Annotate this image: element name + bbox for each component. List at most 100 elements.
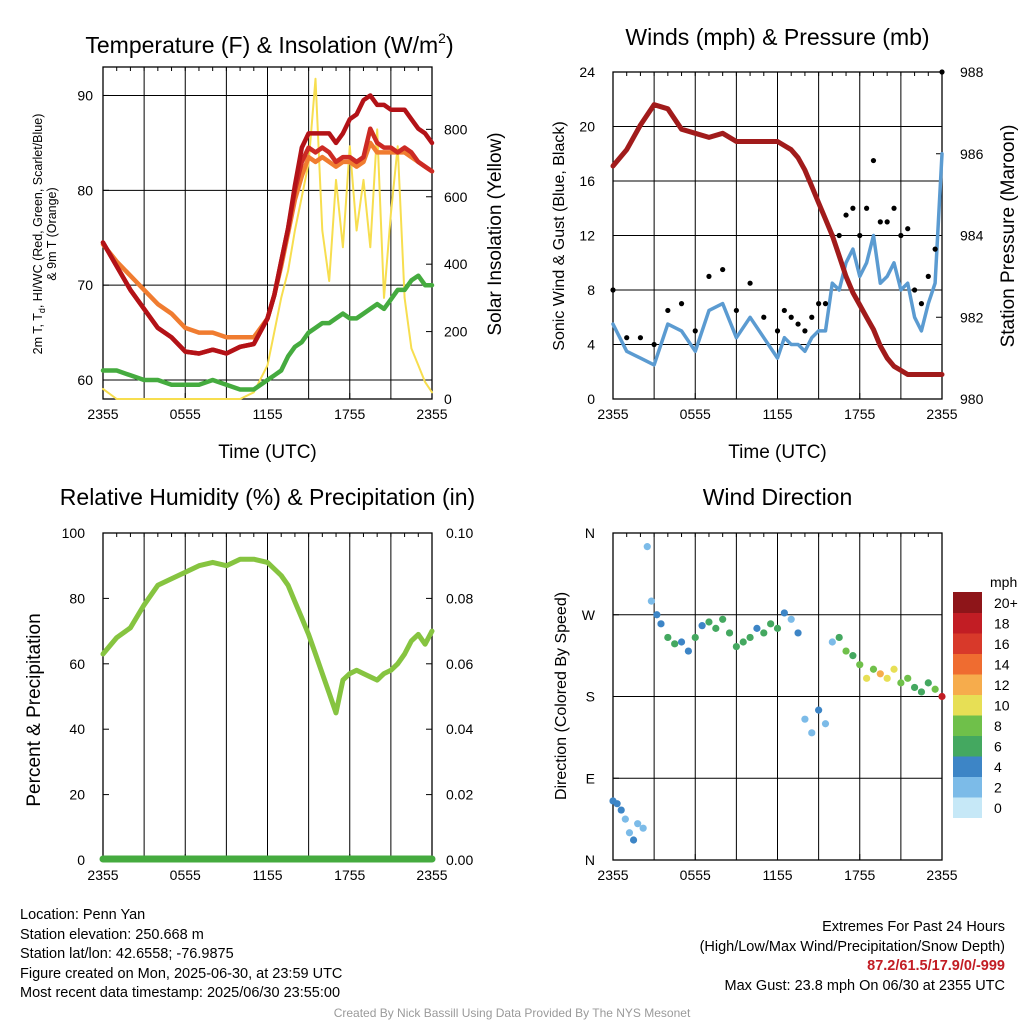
extremes-values: 87.2/61.5/17.9/0/-999 [867, 958, 1005, 974]
x-axis-label: Time (UTC) [218, 442, 317, 463]
direction-point [753, 624, 761, 632]
extremes-subtitle: (High/Low/Max Wind/Precipitation/Snow De… [699, 938, 1005, 955]
y2-axis-label: Solar Insolation (Yellow) [485, 132, 506, 335]
gust-point [733, 307, 739, 314]
direction-point [613, 800, 621, 808]
y2-tick-label: 0.06 [446, 656, 473, 672]
gust-point [761, 314, 767, 320]
y-axis-label: Sonic Wind & Gust (Blue, Black) [551, 121, 568, 350]
direction-point [760, 629, 768, 637]
direction-point [625, 829, 634, 837]
gust-point [939, 69, 945, 75]
gust-point [809, 314, 815, 320]
gust-point [788, 314, 794, 320]
direction-point [767, 620, 775, 628]
y2-tick-label: 0.10 [446, 525, 473, 541]
direction-point [904, 674, 912, 682]
x-tick-label: 1755 [844, 406, 875, 422]
y-tick-label: 20 [69, 787, 85, 803]
colorbar-label: 10 [994, 698, 1010, 714]
y-tick-label: 24 [579, 64, 595, 80]
colorbar-label: 0 [994, 800, 1002, 816]
series-sonic-wind [611, 152, 944, 367]
direction-point [639, 824, 647, 832]
x-tick-label: 0555 [680, 867, 711, 883]
x-tick-label: 2355 [416, 406, 447, 422]
y2-tick-label: 0 [444, 391, 452, 407]
chart-title: Winds (mph) & Pressure (mb) [625, 24, 929, 50]
y-tick-label: 0 [77, 852, 85, 868]
colorbar-swatch [953, 674, 982, 695]
direction-point [938, 692, 946, 701]
gust-point [850, 205, 856, 211]
direction-point [647, 597, 655, 605]
colorbar-title: mph [990, 574, 1017, 590]
y2-tick-label: 0.00 [446, 852, 473, 868]
direction-point [664, 633, 672, 642]
y2-tick-label: 982 [960, 309, 984, 325]
direction-point [712, 624, 720, 632]
direction-point [787, 615, 795, 623]
direction-point [808, 729, 816, 737]
direction-point [719, 615, 727, 623]
direction-point [801, 715, 809, 723]
x-axis-label: Time (UTC) [728, 442, 827, 463]
elevation-text: Station elevation: 250.668 m [20, 926, 204, 943]
direction-point [671, 640, 679, 648]
y2-tick-label: 0.02 [446, 787, 473, 803]
colorbar-label: 6 [994, 739, 1002, 755]
direction-point [835, 633, 843, 642]
colorbar-swatch [953, 592, 982, 613]
y-tick-label: N [585, 852, 595, 868]
y-tick-label: 80 [77, 182, 93, 198]
gust-point [802, 328, 808, 334]
colorbar-swatch [953, 735, 982, 757]
x-tick-label: 0555 [170, 406, 201, 422]
y-tick-label: 0 [587, 391, 595, 407]
x-tick-label: 1155 [762, 406, 792, 422]
direction-point [863, 674, 871, 682]
gust-point [822, 301, 829, 307]
y-tick-label: 20 [579, 119, 595, 135]
gust-point [932, 246, 938, 252]
y-tick-label: 8 [587, 282, 595, 298]
direction-point [732, 642, 740, 651]
direction-point [725, 629, 734, 637]
y2-tick-label: 400 [444, 256, 468, 272]
colorbar-swatch [953, 776, 982, 798]
colorbar-label: 14 [994, 657, 1010, 673]
gust-point [891, 205, 897, 211]
y2-tick-label: 988 [960, 64, 984, 80]
colorbar-label: 12 [994, 677, 1010, 693]
gust-point [781, 307, 787, 314]
extremes-title: Extremes For Past 24 Hours [822, 919, 1005, 935]
credit-text: Created By Nick Bassill Using Data Provi… [333, 1006, 691, 1020]
x-tick-label: 1755 [334, 406, 365, 422]
x-tick-label: 1755 [334, 867, 365, 883]
direction-point [677, 638, 686, 646]
gust-point [651, 341, 657, 348]
series-station-pressure [610, 102, 945, 377]
y-axis-label: Direction (Colored By Speed) [553, 592, 570, 800]
y2-tick-label: 0.04 [446, 721, 473, 737]
x-tick-label: 2355 [87, 867, 118, 883]
x-tick-label: 2355 [926, 406, 957, 422]
meteogram-figure: 2355 0555 1155 1755 235560708090020040060080… [24, 24, 1019, 883]
direction-point [869, 665, 878, 673]
gust-point [720, 266, 726, 273]
direction-point [739, 638, 747, 646]
recent-data-text: Most recent data timestamp: 2025/06/30 2… [20, 985, 341, 1001]
y-axis-label: 2m T, Td, HI/WC (Red, Green, Scarlet/Blu… [31, 114, 47, 355]
direction-point [746, 633, 754, 642]
colorbar-label: 2 [994, 780, 1002, 796]
y-axis-label: Percent & Precipitation [24, 613, 45, 806]
gust-point [692, 328, 698, 334]
x-tick-label: 2355 [926, 867, 957, 883]
x-tick-label: 0555 [170, 867, 201, 883]
gust-point [795, 321, 801, 327]
direction-point [897, 679, 905, 687]
station-info: Location: Penn Yan Station elevation: 25… [20, 906, 342, 1004]
y2-tick-label: 0.08 [446, 590, 473, 606]
created-text: Figure created on Mon, 2025-06-30, at 23… [20, 965, 343, 982]
